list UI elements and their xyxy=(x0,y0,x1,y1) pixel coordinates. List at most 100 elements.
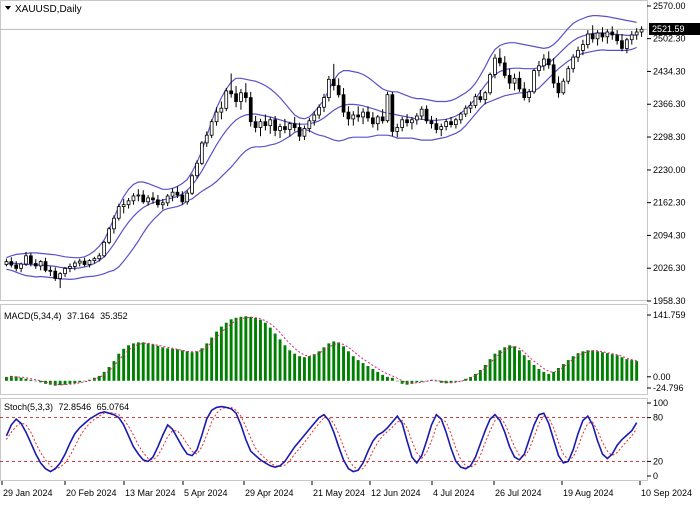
candle[interactable] xyxy=(317,104,321,119)
candle[interactable] xyxy=(336,78,341,98)
candle[interactable] xyxy=(141,190,146,204)
candle[interactable] xyxy=(180,191,185,205)
candle[interactable] xyxy=(195,160,199,179)
candle[interactable] xyxy=(116,203,121,221)
candle[interactable] xyxy=(405,114,409,127)
candle[interactable] xyxy=(268,116,273,134)
candle[interactable] xyxy=(24,251,28,266)
candle[interactable] xyxy=(307,117,312,133)
candle[interactable] xyxy=(239,88,243,110)
candle[interactable] xyxy=(615,30,620,45)
candle[interactable] xyxy=(209,119,214,139)
candle[interactable] xyxy=(444,118,449,131)
candle[interactable] xyxy=(107,226,111,245)
candle[interactable] xyxy=(356,106,361,122)
candle[interactable] xyxy=(497,48,502,67)
symbol-header[interactable]: XAUUSD,Daily xyxy=(5,4,82,15)
candle[interactable] xyxy=(292,116,297,132)
candle[interactable] xyxy=(610,26,615,40)
candle[interactable] xyxy=(361,108,365,125)
candle[interactable] xyxy=(82,257,87,267)
candle[interactable] xyxy=(483,90,488,105)
candle[interactable] xyxy=(155,195,160,208)
candle[interactable] xyxy=(97,252,102,262)
candle[interactable] xyxy=(551,58,556,88)
main-panel[interactable] xyxy=(0,0,648,301)
candle[interactable] xyxy=(390,91,395,137)
candle[interactable] xyxy=(48,266,53,277)
candle[interactable] xyxy=(556,76,561,98)
candle[interactable] xyxy=(400,116,405,132)
candle[interactable] xyxy=(581,39,585,56)
chevron-down-icon[interactable] xyxy=(5,6,11,10)
candle[interactable] xyxy=(151,192,155,204)
candle[interactable] xyxy=(14,261,18,272)
candle[interactable] xyxy=(136,189,141,202)
candle[interactable] xyxy=(38,260,43,271)
candle[interactable] xyxy=(4,258,9,267)
candle[interactable] xyxy=(121,198,126,214)
candle[interactable] xyxy=(634,28,639,40)
candle[interactable] xyxy=(439,123,444,137)
candle[interactable] xyxy=(351,111,356,126)
candle[interactable] xyxy=(586,30,590,49)
candle[interactable] xyxy=(170,188,175,202)
candle[interactable] xyxy=(214,107,219,126)
candle[interactable] xyxy=(366,106,370,122)
candle[interactable] xyxy=(102,240,106,258)
candle[interactable] xyxy=(263,114,268,131)
candle[interactable] xyxy=(126,197,131,209)
candle[interactable] xyxy=(385,91,390,123)
candle[interactable] xyxy=(234,86,238,108)
candle[interactable] xyxy=(488,72,492,95)
candle[interactable] xyxy=(449,116,453,128)
candle[interactable] xyxy=(287,121,292,137)
candle[interactable] xyxy=(493,54,497,79)
candle[interactable] xyxy=(478,89,483,103)
candle[interactable] xyxy=(146,195,150,206)
candle[interactable] xyxy=(414,113,419,125)
candle[interactable] xyxy=(58,272,63,289)
candle[interactable] xyxy=(77,258,82,267)
candle[interactable] xyxy=(204,131,209,147)
candle[interactable] xyxy=(19,262,23,273)
candle[interactable] xyxy=(43,257,48,273)
candle[interactable] xyxy=(468,101,473,114)
candle[interactable] xyxy=(561,78,566,95)
candle[interactable] xyxy=(424,105,429,124)
candle[interactable] xyxy=(112,215,116,234)
candle[interactable] xyxy=(375,114,380,131)
candle[interactable] xyxy=(571,54,576,73)
candle[interactable] xyxy=(253,115,258,133)
candle[interactable] xyxy=(33,259,38,269)
candle[interactable] xyxy=(229,73,233,98)
candle[interactable] xyxy=(63,266,67,278)
candle[interactable] xyxy=(224,87,229,112)
candle[interactable] xyxy=(160,198,165,210)
candle[interactable] xyxy=(175,186,180,198)
candle[interactable] xyxy=(322,93,326,113)
candle[interactable] xyxy=(527,88,532,103)
candle[interactable] xyxy=(87,259,92,268)
candle[interactable] xyxy=(165,194,170,207)
candle[interactable] xyxy=(453,117,458,129)
candle[interactable] xyxy=(312,111,317,126)
candle[interactable] xyxy=(331,63,336,91)
candle[interactable] xyxy=(302,125,307,141)
candle[interactable] xyxy=(341,87,346,117)
candle[interactable] xyxy=(458,112,463,124)
candle[interactable] xyxy=(199,141,204,166)
candle[interactable] xyxy=(620,33,624,52)
candle[interactable] xyxy=(576,46,580,62)
candle[interactable] xyxy=(219,101,224,120)
candle[interactable] xyxy=(566,65,571,85)
candle[interactable] xyxy=(532,68,536,94)
candle[interactable] xyxy=(537,60,541,77)
candle[interactable] xyxy=(346,106,351,126)
candle[interactable] xyxy=(546,51,551,69)
candle[interactable] xyxy=(68,263,72,273)
candle[interactable] xyxy=(395,123,400,138)
candle[interactable] xyxy=(185,190,189,205)
candle[interactable] xyxy=(28,252,33,267)
candle[interactable] xyxy=(542,54,546,71)
